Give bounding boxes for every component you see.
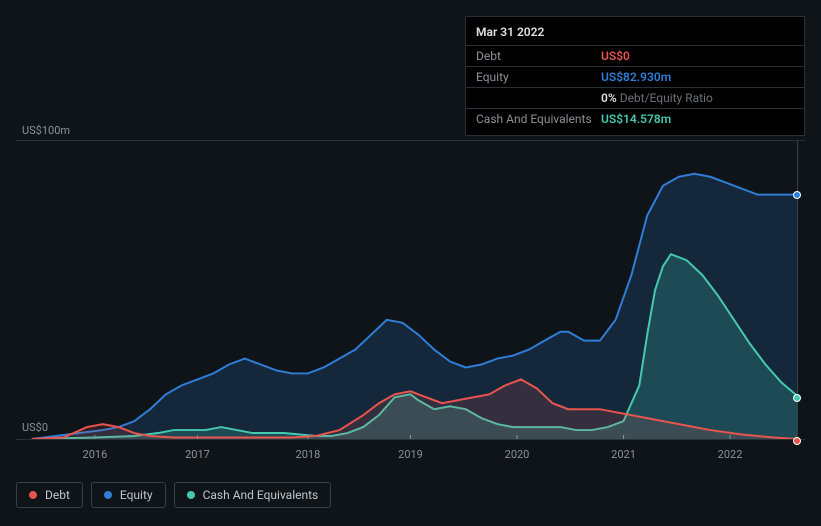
tooltip-date: Mar 31 2022 — [466, 23, 804, 45]
tooltip-value: 0% Debt/Equity Ratio — [601, 91, 713, 105]
tooltip-row: 0% Debt/Equity Ratio — [466, 87, 804, 108]
legend-label: Debt — [45, 488, 70, 502]
equity-marker — [793, 191, 801, 199]
x-tick: 2020 — [505, 448, 530, 461]
y-axis-label-top: US$100m — [22, 124, 70, 137]
legend-item-debt[interactable]: Debt — [16, 482, 83, 508]
x-tick: 2017 — [185, 448, 210, 461]
legend-dot — [29, 491, 37, 499]
legend-item-cash-and-equivalents[interactable]: Cash And Equivalents — [174, 482, 332, 508]
tooltip-row: DebtUS$0 — [466, 45, 804, 66]
legend-label: Equity — [120, 488, 153, 502]
tooltip-row: EquityUS$82.930m — [466, 66, 804, 87]
legend: Debt Equity Cash And Equivalents — [16, 482, 331, 508]
x-tick: 2016 — [83, 448, 108, 461]
legend-dot — [104, 491, 112, 499]
tooltip-value: US$14.578m — [601, 112, 671, 126]
cash-marker — [793, 394, 801, 402]
chart-area — [16, 140, 805, 440]
debt-marker — [793, 437, 801, 445]
tooltip-label: Debt — [476, 49, 601, 63]
x-tick: 2021 — [611, 448, 636, 461]
x-axis: 2016 2017 2018 2019 2020 2021 2022 — [16, 448, 805, 468]
tooltip-label — [476, 91, 601, 105]
x-tick: 2022 — [718, 448, 743, 461]
tooltip-row: Cash And EquivalentsUS$14.578m — [466, 108, 804, 129]
legend-item-equity[interactable]: Equity — [91, 482, 166, 508]
chart-tooltip: Mar 31 2022 DebtUS$0EquityUS$82.930m0% D… — [465, 16, 805, 136]
legend-dot — [187, 491, 195, 499]
tooltip-value: US$82.930m — [601, 70, 671, 84]
tooltip-value: US$0 — [601, 49, 630, 63]
x-tick: 2018 — [296, 448, 321, 461]
tooltip-label: Cash And Equivalents — [476, 112, 601, 126]
tooltip-label: Equity — [476, 70, 601, 84]
legend-label: Cash And Equivalents — [203, 488, 319, 502]
x-tick: 2019 — [398, 448, 423, 461]
